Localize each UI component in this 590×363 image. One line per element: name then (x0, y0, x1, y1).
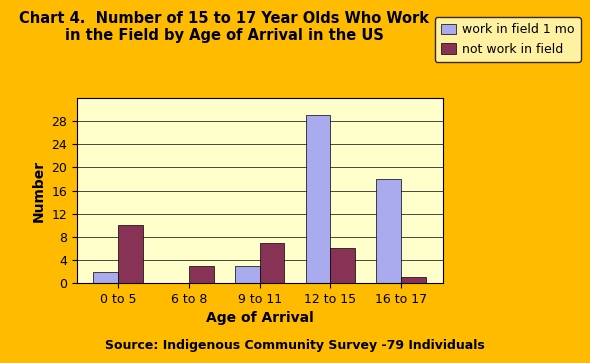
Bar (330, 248, 355, 283)
Bar (93, 272, 118, 283)
Legend: work in field 1 mo, not work in field: work in field 1 mo, not work in field (435, 17, 581, 62)
Bar (401, 277, 426, 283)
Y-axis label: Number: Number (31, 159, 45, 222)
Bar (118, 225, 143, 283)
Text: Source: Indigenous Community Survey -79 Individuals: Source: Indigenous Community Survey -79 … (105, 339, 485, 352)
Bar (376, 179, 401, 283)
Text: Chart 4.  Number of 15 to 17 Year Olds Who Work
in the Field by Age of Arrival i: Chart 4. Number of 15 to 17 Year Olds Wh… (19, 11, 429, 43)
Bar (235, 266, 260, 283)
Bar (306, 115, 330, 283)
Bar (189, 266, 214, 283)
X-axis label: Age of Arrival: Age of Arrival (206, 311, 313, 325)
Bar (260, 242, 284, 283)
